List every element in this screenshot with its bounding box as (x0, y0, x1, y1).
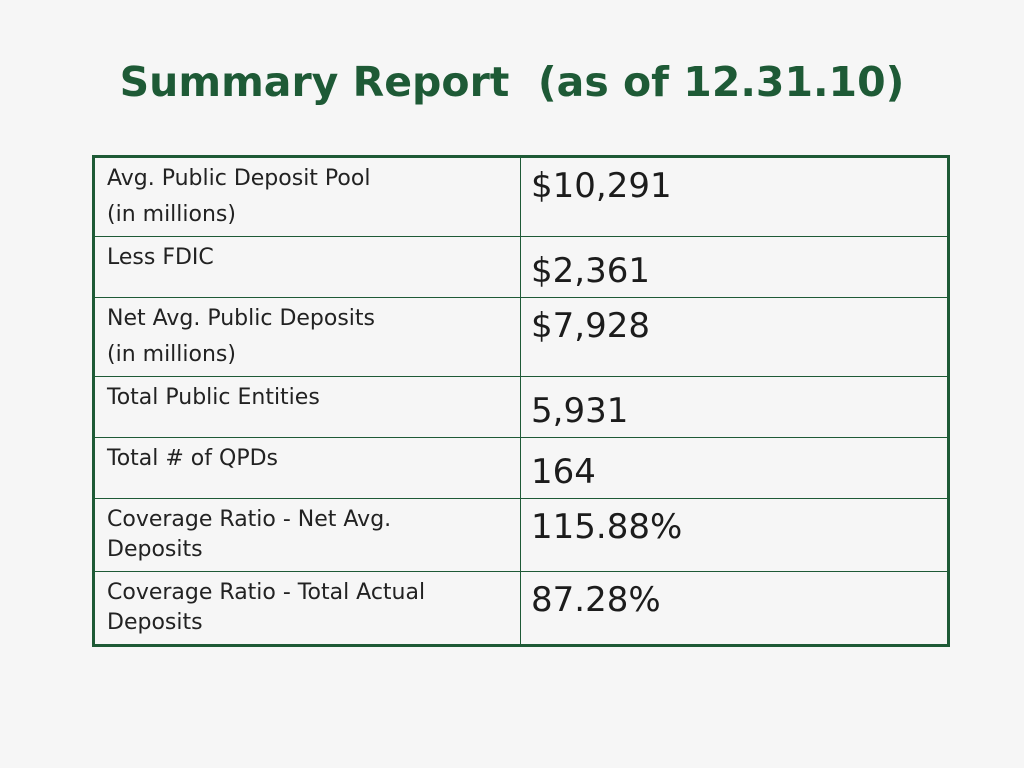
row-label-line2: Deposits (107, 610, 203, 635)
row-label-line1: Net Avg. Public Deposits (107, 306, 376, 331)
table-row: Coverage Ratio - Net Avg. Deposits 115.8… (93, 498, 949, 572)
row-label-line1: Total Public Entities (107, 385, 320, 410)
row-label-line2: (in millions) (107, 342, 236, 367)
summary-table: Avg. Public Deposit Pool (in millions) $… (92, 155, 950, 647)
row-label-line1: Coverage Ratio - Total Actual (107, 580, 426, 605)
row-label-line1: Less FDIC (107, 245, 214, 270)
table-row: Avg. Public Deposit Pool (in millions) $… (93, 156, 949, 237)
row-value-text: $2,361 (531, 251, 650, 291)
table-row: Coverage Ratio - Total Actual Deposits 8… (93, 571, 949, 646)
row-value-text: 164 (531, 452, 596, 492)
row-label: Avg. Public Deposit Pool (in millions) (93, 156, 521, 237)
row-label-line1: Total # of QPDs (107, 446, 278, 471)
row-label-line1: Avg. Public Deposit Pool (107, 166, 371, 191)
table-row: Net Avg. Public Deposits (in millions) $… (93, 297, 949, 377)
row-value: 87.28% (520, 571, 949, 646)
row-label: Coverage Ratio - Net Avg. Deposits (93, 498, 521, 572)
row-label: Total Public Entities (93, 376, 521, 438)
row-label: Less FDIC (93, 236, 521, 298)
row-value: $10,291 (520, 156, 949, 237)
row-value: 164 (520, 437, 949, 499)
row-label: Net Avg. Public Deposits (in millions) (93, 297, 521, 377)
row-label-line2: Deposits (107, 537, 203, 562)
table-row: Total Public Entities 5,931 (93, 376, 949, 438)
row-value: 115.88% (520, 498, 949, 572)
row-label-line2: (in millions) (107, 202, 236, 227)
row-label: Total # of QPDs (93, 437, 521, 499)
row-label: Coverage Ratio - Total Actual Deposits (93, 571, 521, 646)
table-row: Less FDIC $2,361 (93, 236, 949, 298)
page-title: Summary Report (as of 12.31.10) (119, 58, 905, 106)
row-value: 5,931 (520, 376, 949, 438)
row-value: $2,361 (520, 236, 949, 298)
row-value-text: 5,931 (531, 391, 629, 431)
row-value: $7,928 (520, 297, 949, 377)
table-row: Total # of QPDs 164 (93, 437, 949, 499)
row-label-line1: Coverage Ratio - Net Avg. (107, 507, 392, 532)
